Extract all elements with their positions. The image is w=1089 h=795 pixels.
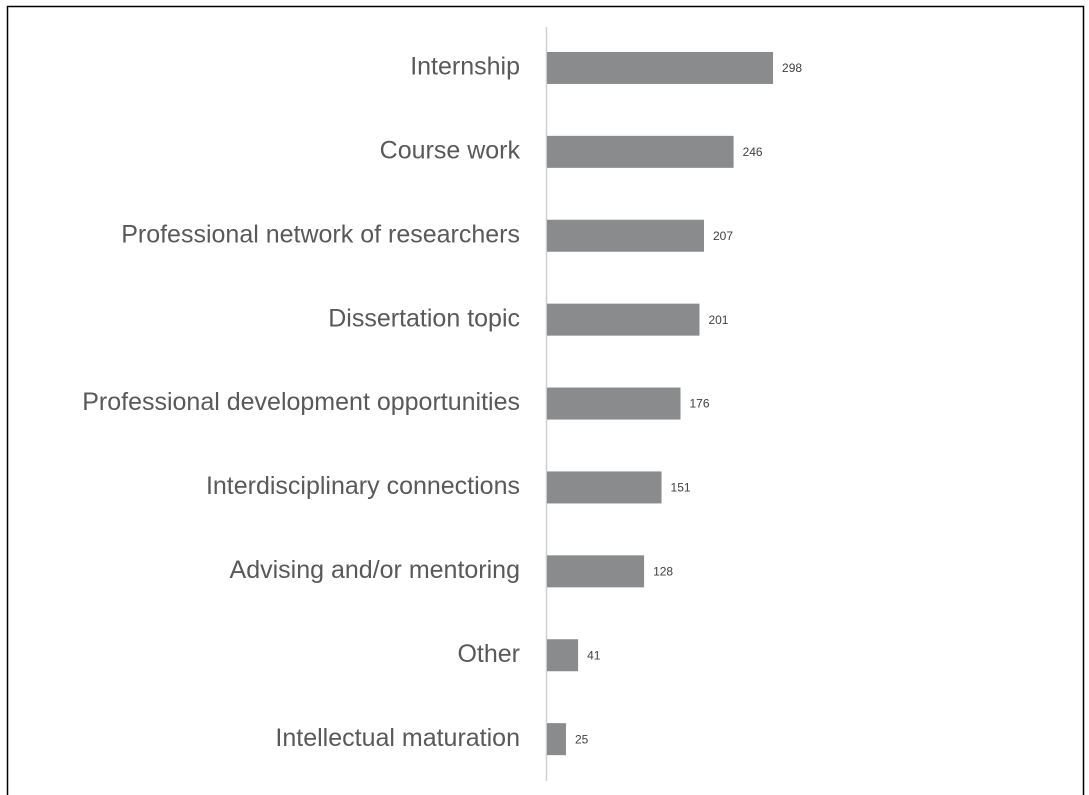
category-label: Advising and/or mentoring — [230, 556, 520, 584]
bar — [547, 51, 774, 84]
bar — [547, 135, 734, 168]
category-label: Interdisciplinary connections — [206, 472, 520, 500]
value-label: 41 — [587, 648, 601, 662]
bar — [547, 555, 645, 588]
category-label: Other — [457, 640, 520, 668]
category-label: Course work — [380, 136, 521, 164]
value-label: 128 — [653, 565, 673, 579]
bar — [547, 387, 681, 420]
value-label: 201 — [708, 313, 728, 327]
category-label: Professional network of researchers — [121, 220, 520, 248]
bar — [547, 639, 579, 672]
value-label: 298 — [782, 61, 802, 75]
category-label: Professional development opportunities — [82, 388, 520, 416]
category-label: Dissertation topic — [328, 304, 520, 332]
bar — [547, 723, 566, 756]
bar — [547, 471, 662, 504]
frame — [6, 5, 1085, 795]
bar — [547, 219, 705, 252]
value-label: 207 — [713, 229, 733, 243]
value-label: 176 — [689, 397, 709, 411]
value-label: 151 — [671, 481, 691, 495]
category-label: Internship — [410, 53, 520, 81]
value-label: 246 — [743, 145, 763, 159]
value-label: 25 — [575, 732, 589, 746]
bar — [547, 303, 700, 336]
category-label: Intellectual maturation — [275, 724, 520, 752]
